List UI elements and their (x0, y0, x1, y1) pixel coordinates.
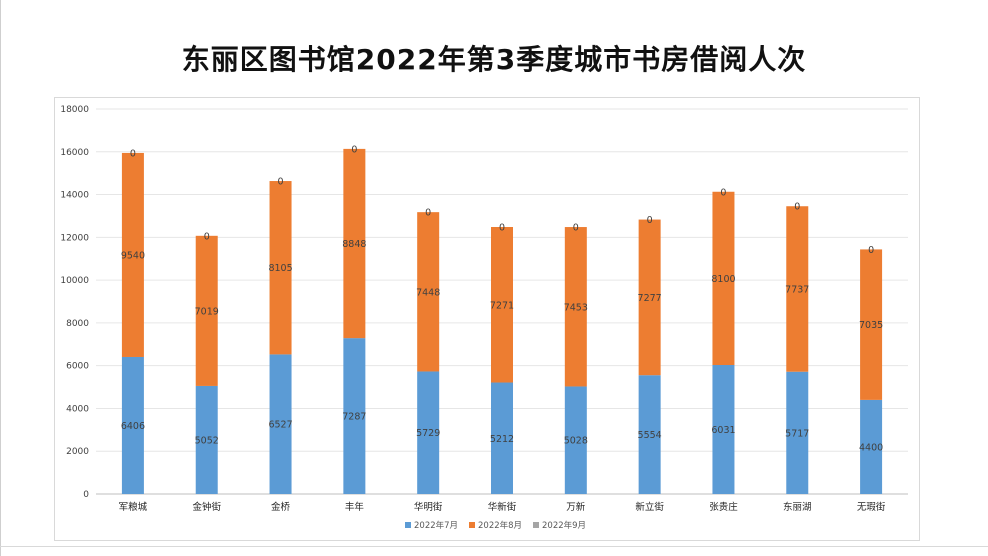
data-label: 0 (647, 215, 653, 226)
bar-segment (564, 227, 587, 387)
x-category-label: 军粮城 (119, 501, 148, 513)
data-label: 0 (278, 177, 284, 188)
data-label: 0 (868, 245, 874, 256)
chart-title: 东丽区图书馆2022年第3季度城市书房借阅人次 (181, 43, 807, 76)
bar-segment (121, 152, 144, 357)
x-category-label: 新立街 (635, 501, 664, 513)
y-tick-label: 6000 (66, 362, 89, 372)
data-label: 6406 (121, 421, 145, 432)
bar-segment (343, 148, 366, 339)
data-label: 8105 (268, 263, 292, 274)
data-label: 7035 (859, 320, 883, 331)
y-tick-label: 8000 (66, 319, 89, 329)
bar-segment (269, 181, 292, 355)
bar-segment (860, 249, 883, 400)
x-category-label: 万新 (566, 501, 586, 513)
x-category-label: 无瑕街 (857, 501, 886, 513)
legend-label: 2022年7月 (414, 520, 458, 531)
bar-segment (638, 375, 661, 494)
data-label: 5052 (195, 435, 219, 446)
bar-segment (491, 382, 513, 494)
data-label: 0 (204, 231, 210, 242)
legend-swatch (533, 522, 539, 528)
data-label: 0 (573, 223, 579, 234)
data-label: 6031 (711, 425, 735, 436)
data-label: 0 (720, 187, 726, 198)
data-label: 9540 (121, 250, 145, 261)
legend-label: 2022年8月 (478, 520, 522, 531)
bar-segment (564, 386, 587, 494)
data-label: 5729 (416, 428, 440, 439)
data-label: 0 (499, 223, 505, 234)
data-label: 7448 (416, 287, 440, 298)
y-tick-label: 10000 (60, 276, 89, 286)
y-tick-label: 16000 (60, 148, 89, 158)
data-label: 7287 (342, 412, 366, 423)
bar-segment (712, 365, 735, 494)
legend-swatch (469, 522, 475, 528)
data-label: 5717 (785, 428, 809, 439)
bar-segment (786, 371, 809, 494)
x-category-label: 张贵庄 (709, 501, 738, 513)
bar-segment (417, 212, 440, 372)
bar-segment (343, 338, 366, 494)
data-label: 7453 (564, 302, 588, 313)
data-label: 0 (425, 208, 431, 219)
x-category-label: 华新街 (488, 501, 517, 513)
bar-segment (638, 219, 661, 376)
bar-segment (195, 235, 218, 386)
data-label: 7019 (195, 306, 219, 317)
bar-segment (491, 227, 513, 383)
data-label: 7737 (785, 284, 809, 295)
data-label: 5212 (490, 434, 514, 445)
x-category-label: 华明街 (414, 501, 443, 513)
x-category-label: 金钟街 (192, 501, 221, 513)
data-label: 0 (351, 144, 357, 155)
data-label: 7277 (638, 293, 662, 304)
data-label: 0 (130, 148, 136, 159)
bar-segment (712, 191, 735, 366)
y-tick-label: 4000 (66, 404, 89, 414)
y-tick-label: 0 (83, 490, 89, 500)
x-category-label: 金桥 (271, 501, 291, 513)
legend-swatch (405, 522, 411, 528)
data-label: 5028 (564, 436, 588, 447)
data-label: 7271 (490, 300, 514, 311)
x-category-label: 东丽湖 (783, 501, 812, 513)
bar-segment (860, 399, 883, 494)
data-label: 5554 (638, 430, 662, 441)
page-bottom-border (0, 546, 988, 547)
y-tick-label: 2000 (66, 447, 89, 457)
bar-segment (786, 206, 809, 372)
bar-segment (417, 371, 440, 494)
data-label: 0 (794, 202, 800, 213)
legend-label: 2022年9月 (542, 520, 586, 531)
data-label: 8100 (711, 274, 735, 285)
bar-segment (121, 356, 144, 494)
y-tick-label: 12000 (60, 233, 89, 243)
data-label: 4400 (859, 442, 883, 453)
page-left-border (0, 0, 1, 556)
data-label: 6527 (268, 420, 292, 431)
y-tick-label: 18000 (60, 105, 89, 115)
bar-segment (195, 385, 218, 494)
y-tick-label: 14000 (60, 191, 89, 201)
bar-segment (269, 354, 292, 494)
x-category-label: 丰年 (345, 501, 365, 513)
data-label: 8848 (342, 239, 366, 250)
